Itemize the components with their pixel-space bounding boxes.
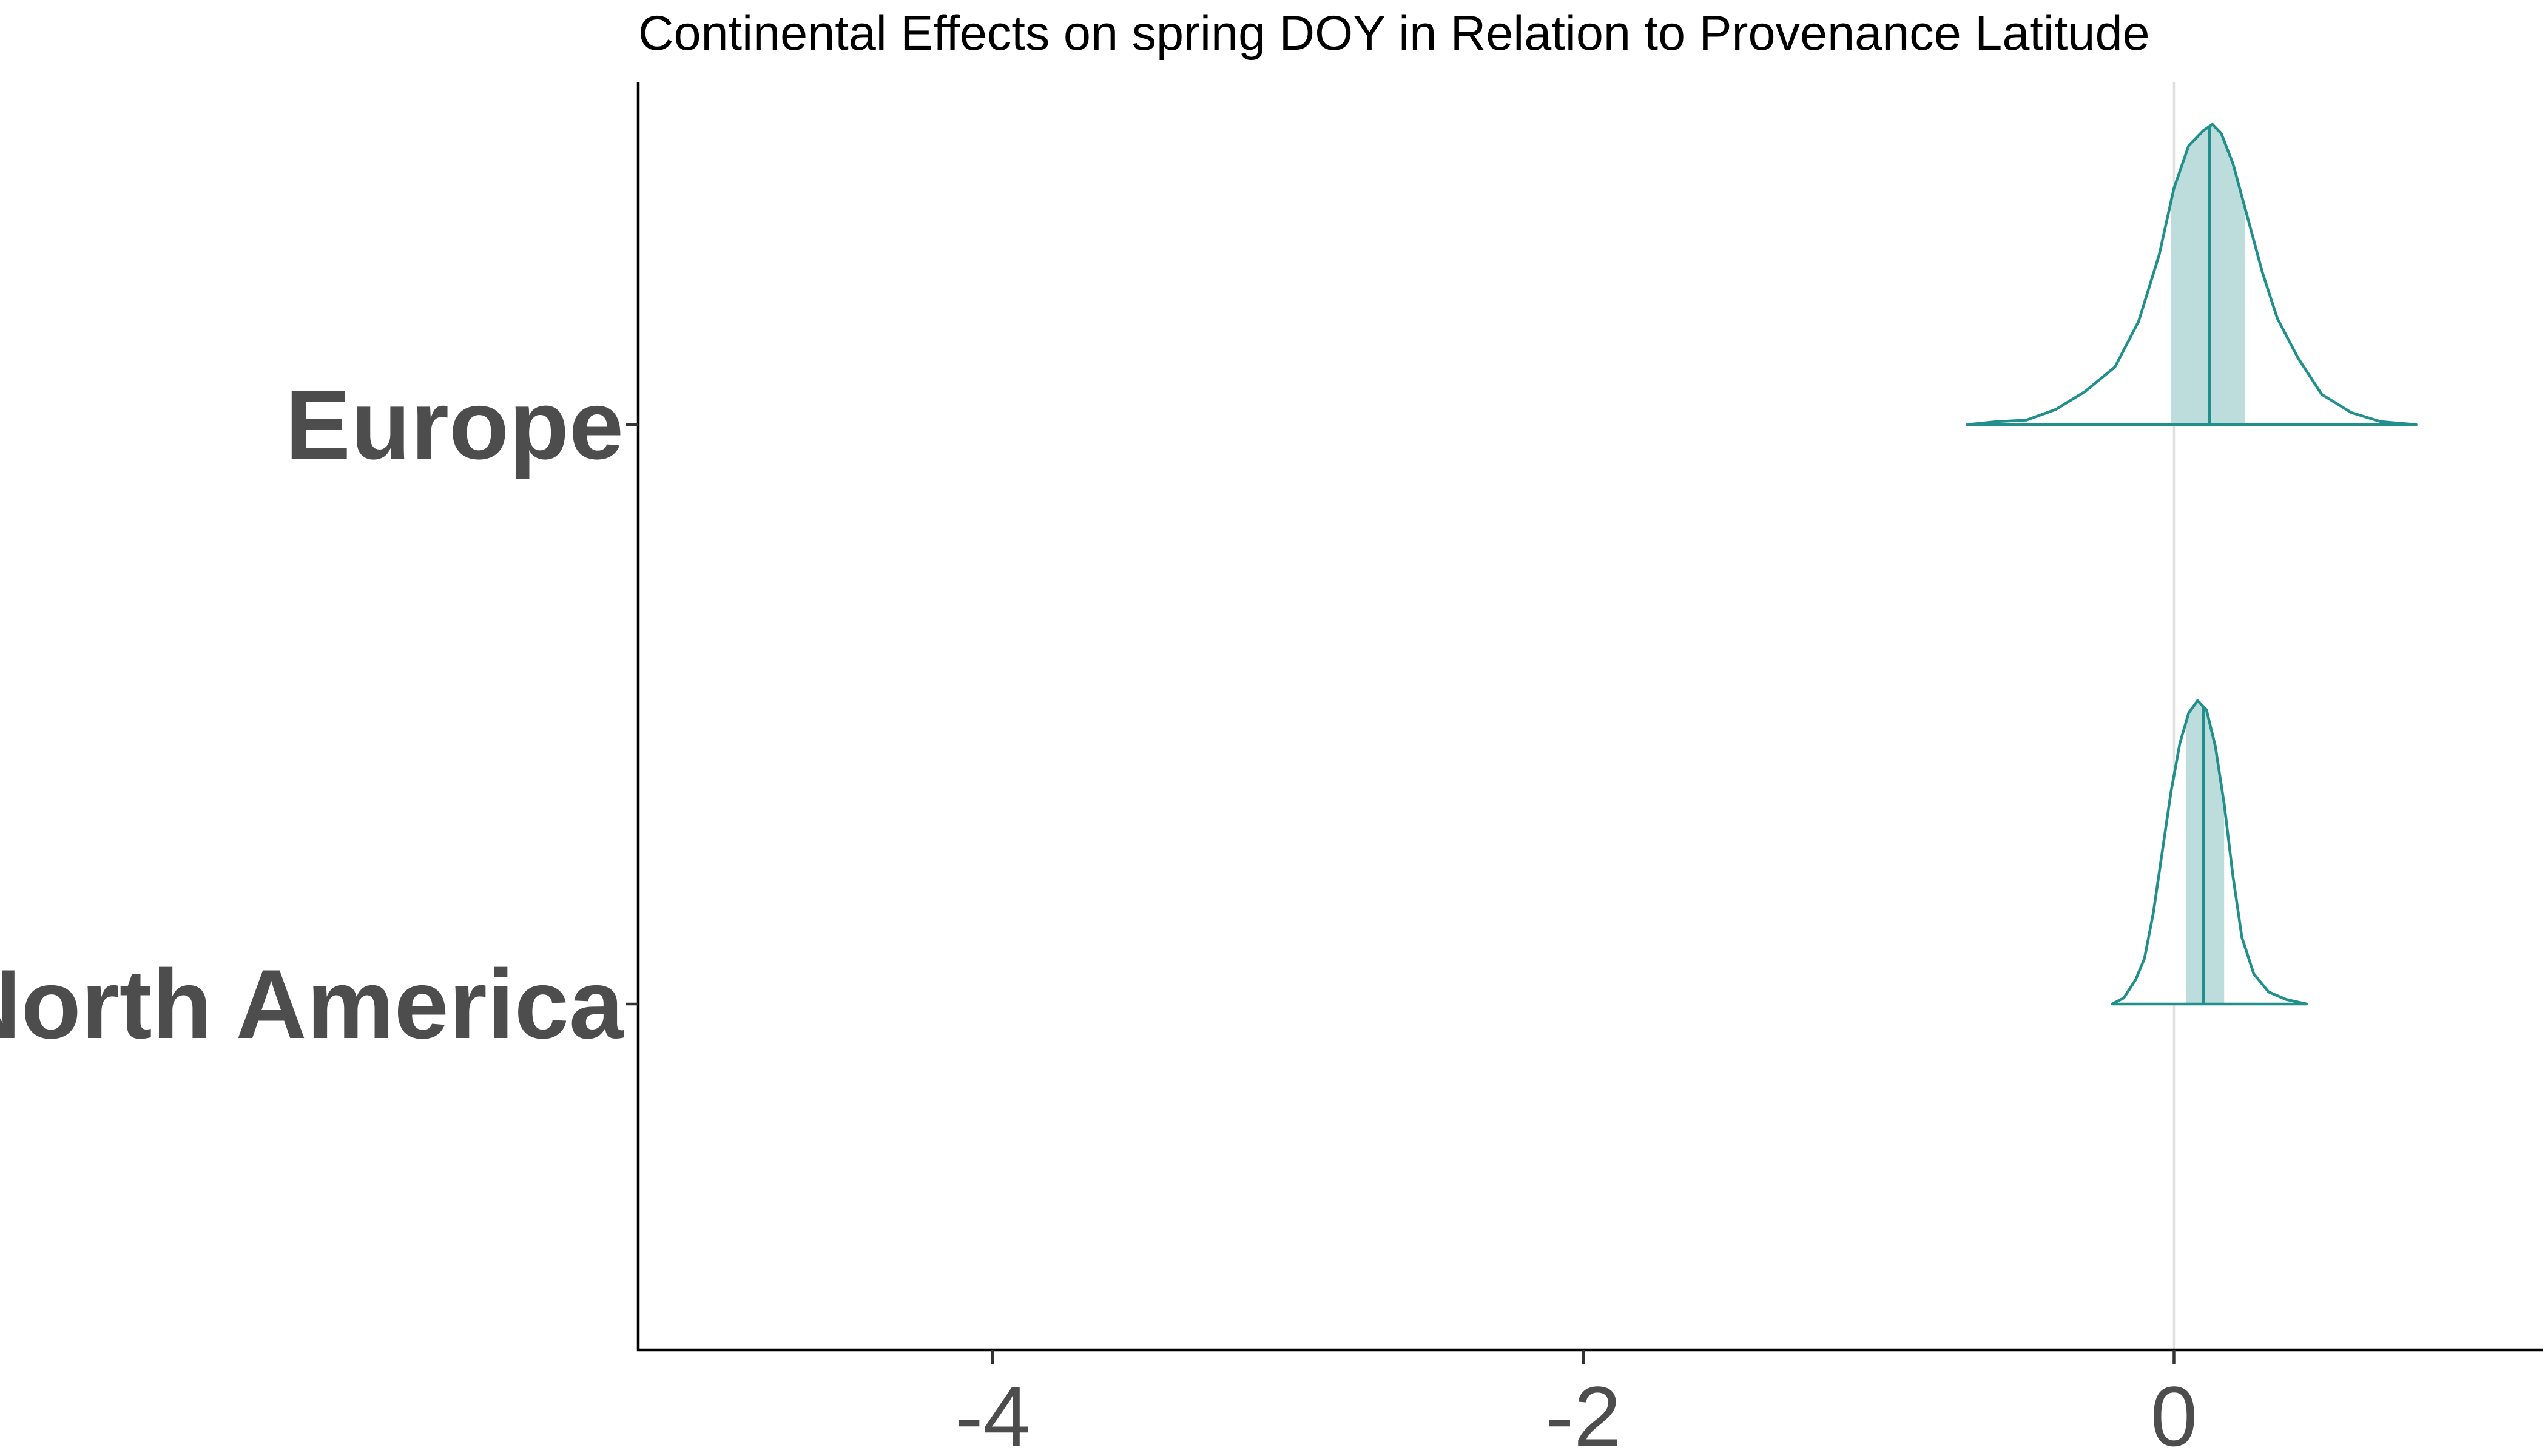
chart-title: Continental Effects on spring DOY in Rel… <box>638 6 2150 61</box>
y-axis-ticks: Europe North America <box>0 370 638 1059</box>
x-tick-label: -4 <box>955 1369 1030 1456</box>
plot-axes <box>636 82 2543 1352</box>
x-tick-label: -2 <box>1546 1369 1621 1456</box>
y-tick-label: Europe <box>285 370 624 480</box>
ridge-europe <box>1966 123 2418 426</box>
x-axis-ticks: -4 -2 0 <box>955 1350 2197 1456</box>
x-tick-label: 0 <box>2151 1369 2198 1456</box>
y-tick-label: North America <box>0 949 625 1059</box>
ridge-north-america <box>2110 699 2308 1006</box>
density-curve <box>2110 699 2308 1006</box>
ridges-layer <box>1966 123 2418 1006</box>
density-curve <box>1966 123 2418 426</box>
